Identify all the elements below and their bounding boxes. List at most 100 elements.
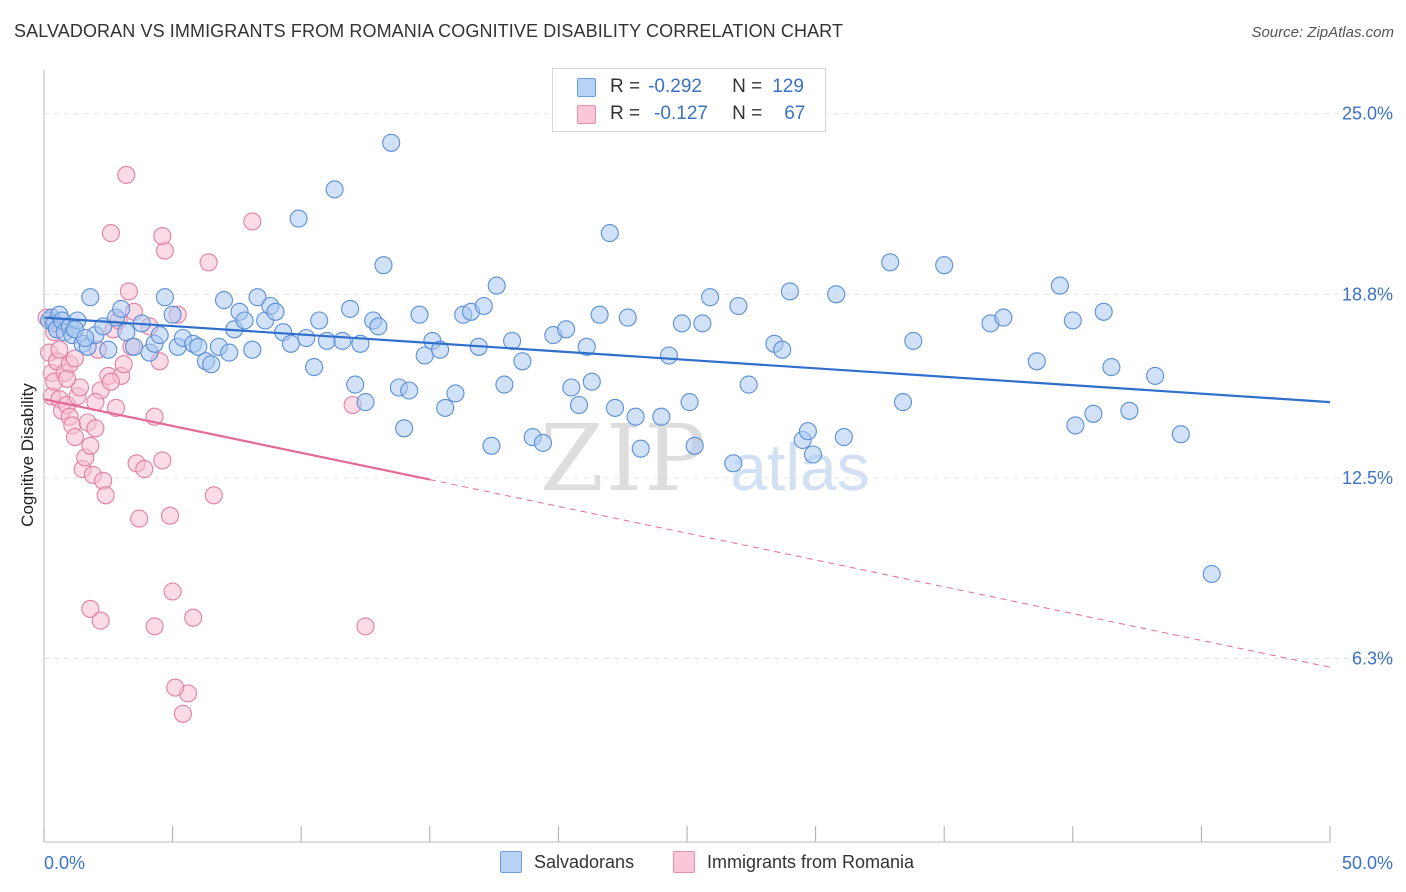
salvadoran-point (773, 340, 792, 359)
salvadoran-point (798, 422, 817, 441)
salvadoran-point (729, 296, 748, 316)
salvadoran-point (557, 320, 576, 339)
romania-point (65, 428, 84, 447)
romania-point (91, 611, 110, 630)
salvadoran-point (1102, 358, 1121, 377)
salvadoran-point (431, 340, 450, 359)
salvadoran-point (685, 436, 704, 455)
salvadoran-point (618, 308, 637, 327)
salvadoran-point (202, 355, 221, 374)
legend-swatch-blue (500, 851, 522, 873)
salvadoran-point (346, 375, 365, 394)
salvadoran-point (701, 288, 720, 307)
romania-point (96, 486, 115, 505)
x-tick-label-min: 0.0% (44, 853, 85, 873)
salvadoran-point (325, 180, 344, 199)
y-tick-label: 12.5% (1342, 468, 1393, 488)
salvadoran-point (305, 358, 324, 377)
y-tick-label: 18.8% (1342, 284, 1393, 304)
salvadoran-point (904, 331, 923, 350)
romania-point (204, 486, 223, 505)
salvadoran-point (482, 436, 501, 455)
salvadoran-point (780, 282, 799, 301)
salvadoran-point (395, 419, 414, 438)
salvadoran-point (693, 314, 712, 333)
salvadoran-point (724, 454, 743, 473)
tick-labels: 6.3% 12.5% 18.8% 25.0% 0.0% 50.0% (44, 104, 1393, 873)
salvadoran-trend-line (43, 316, 1331, 404)
salvadoran-point (1146, 366, 1165, 385)
salvadoran-point (994, 308, 1013, 327)
salvadoran-points (40, 133, 1221, 584)
salvadoran-point (834, 428, 853, 447)
romania-trend-extension (429, 479, 1331, 668)
romania-point (243, 212, 262, 231)
romania-point (153, 227, 172, 246)
romania-point (114, 355, 133, 374)
salvadoran-point (333, 331, 352, 350)
romania-point (166, 678, 185, 697)
salvadoran-point (487, 276, 506, 295)
salvadoran-point (672, 314, 691, 333)
salvadoran-point (935, 256, 954, 275)
salvadoran-point (289, 209, 308, 228)
romania-point (70, 378, 90, 397)
salvadoran-point (1063, 311, 1082, 330)
salvadoran-point (803, 445, 823, 464)
romania-point (119, 282, 138, 301)
trend-lines (43, 316, 1331, 668)
legend-n-value: 67 (784, 103, 806, 124)
legend-swatch-pink (673, 851, 695, 873)
salvadoran-point (893, 393, 913, 412)
salvadoran-point (659, 346, 679, 365)
salvadoran-point (189, 337, 208, 356)
salvadoran-point (495, 375, 514, 394)
salvadoran-point (310, 311, 329, 330)
x-tick-label-max: 50.0% (1342, 853, 1393, 873)
legend-n-label: N = (732, 103, 763, 124)
source-label: Source: ZipAtlas.com (1251, 24, 1394, 41)
salvadoran-point (297, 328, 316, 348)
salvadoran-point (410, 305, 429, 324)
legend-label-salvadorans: Salvadorans (534, 851, 635, 872)
salvadoran-point (577, 337, 596, 356)
legend-r-value: -0.127 (654, 103, 708, 124)
correlation-legend: R = -0.292 N = 129 R = -0.127 N = 67 (552, 68, 826, 132)
salvadoran-point (582, 372, 601, 391)
romania-point (81, 599, 100, 618)
series-legend: Salvadorans Immigrants from Romania (0, 851, 1406, 877)
watermark-zip: ZIP (540, 405, 708, 512)
salvadoran-point (1120, 401, 1139, 420)
gridlines (44, 113, 1392, 659)
legend-swatch-pink (577, 104, 596, 124)
romania-point (101, 372, 120, 391)
romania-trend-line (43, 398, 431, 481)
salvadoran-point (652, 407, 671, 426)
romania-point (130, 509, 149, 528)
legend-item-salvadorans: Salvadorans (500, 851, 634, 873)
salvadoran-point (150, 326, 169, 345)
salvadoran-point (1027, 352, 1046, 371)
salvadoran-point (369, 317, 388, 336)
romania-point (153, 451, 172, 470)
salvadoran-point (739, 375, 758, 394)
romania-point (81, 436, 100, 455)
romania-point (145, 617, 164, 636)
legend-n-label: N = (732, 76, 763, 97)
salvadoran-point (1202, 564, 1221, 584)
legend-item-romania: Immigrants from Romania (673, 851, 914, 873)
romania-point (101, 224, 120, 243)
salvadoran-point (76, 328, 95, 348)
salvadoran-point (881, 253, 900, 272)
salvadoran-point (562, 378, 581, 397)
legend-r-value: -0.292 (648, 76, 702, 97)
salvadoran-point (356, 393, 375, 412)
chart-title: SALVADORAN VS IMMIGRANTS FROM ROMANIA CO… (14, 21, 844, 41)
salvadoran-point (163, 305, 182, 324)
salvadoran-point (155, 288, 174, 307)
salvadoran-point (446, 384, 465, 403)
salvadoran-point (680, 393, 699, 412)
romania-point (163, 582, 182, 601)
legend-label-romania: Immigrants from Romania (707, 851, 915, 872)
